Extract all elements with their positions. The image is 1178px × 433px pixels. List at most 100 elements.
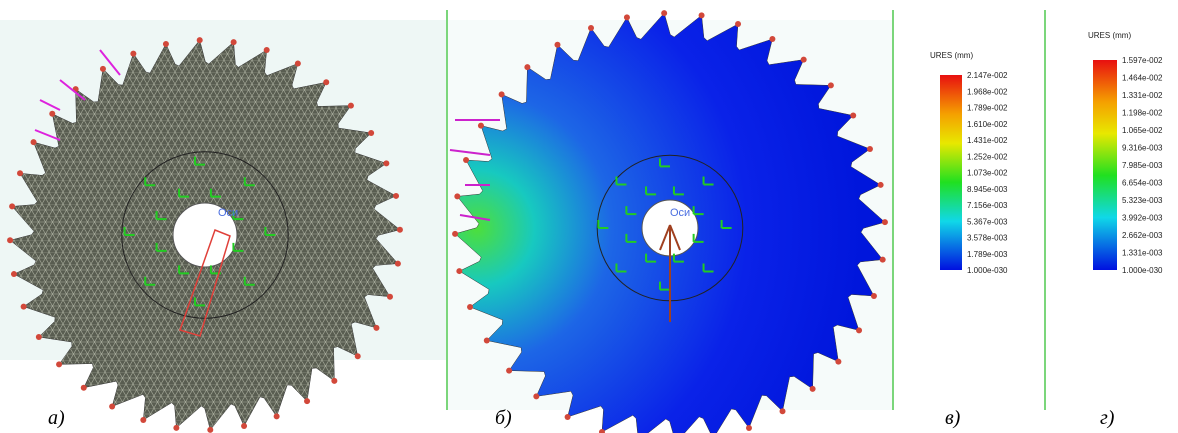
tooth-tip — [387, 294, 393, 300]
legend-label: 7.985e-003 — [1122, 161, 1163, 170]
tooth-tip — [463, 157, 469, 163]
caption: г) — [1100, 407, 1115, 429]
legend-label: 1.331e-003 — [1122, 249, 1163, 258]
legend-label: 7.156e-003 — [967, 201, 1008, 210]
tooth-tip — [735, 21, 741, 27]
tooth-tip — [274, 413, 280, 419]
caption: а) — [48, 407, 65, 429]
legend-label: 1.789e-003 — [967, 250, 1008, 259]
legend-label: 1.065e-002 — [1122, 126, 1163, 135]
legend-label: 6.654e-003 — [1122, 179, 1163, 188]
tooth-tip — [880, 257, 886, 263]
tooth-tip — [554, 42, 560, 48]
tooth-tip — [769, 36, 775, 42]
legend-label: 2.662e-003 — [1122, 231, 1163, 240]
caption: б) — [495, 407, 512, 429]
legend-label: 1.000e-030 — [1122, 266, 1163, 275]
tooth-tip — [140, 417, 146, 423]
tooth-tip — [323, 79, 329, 85]
tooth-tip — [506, 368, 512, 374]
tooth-tip — [109, 403, 115, 409]
legend-label: 3.992e-003 — [1122, 214, 1163, 223]
tooth-tip — [130, 51, 136, 57]
legend-label: 8.945e-003 — [967, 185, 1008, 194]
tooth-tip — [31, 139, 37, 145]
tooth-tip — [835, 359, 841, 365]
tooth-tip — [100, 66, 106, 72]
legend-label: 1.331e-002 — [1122, 91, 1163, 100]
color-bar — [1093, 60, 1117, 270]
figure: Оси Оси URES (mm) URES (mm) 2.147e-0021.… — [0, 0, 1178, 433]
legend-label: 3.578e-003 — [967, 234, 1008, 243]
tooth-tip — [348, 103, 354, 109]
tooth-tip — [368, 130, 374, 136]
tooth-tip — [467, 304, 473, 310]
tooth-tip — [264, 47, 270, 53]
tooth-tip — [49, 111, 55, 117]
tooth-tip — [856, 327, 862, 333]
tooth-tip — [810, 386, 816, 392]
legend-label: 1.000e-030 — [967, 266, 1008, 275]
legend-label: 1.968e-002 — [967, 87, 1008, 96]
legend-label: 1.073e-002 — [967, 169, 1008, 178]
tooth-tip — [17, 170, 23, 176]
tooth-tip — [295, 61, 301, 67]
tooth-tip — [21, 304, 27, 310]
axis-label: Оси — [670, 207, 690, 219]
tooth-tip — [163, 41, 169, 47]
tooth-tip — [393, 193, 399, 199]
tooth-tip — [173, 425, 179, 431]
tooth-tip — [395, 261, 401, 267]
tooth-tip — [454, 193, 460, 199]
tooth-tip — [780, 408, 786, 414]
tooth-tip — [373, 325, 379, 331]
color-bar — [940, 75, 962, 270]
legend-label: 1.597e-002 — [1122, 56, 1163, 65]
tooth-tip — [746, 425, 752, 431]
tooth-tip — [11, 271, 17, 277]
tooth-tip — [383, 160, 389, 166]
legend-label: 5.367e-003 — [967, 217, 1008, 226]
tooth-tip — [197, 37, 203, 43]
tooth-tip — [397, 227, 403, 233]
tooth-tip — [304, 398, 310, 404]
tooth-tip — [867, 146, 873, 152]
legend-label: 1.252e-002 — [967, 152, 1008, 161]
legend-label: 1.610e-002 — [967, 120, 1008, 129]
tooth-tip — [624, 14, 630, 20]
tooth-tip — [533, 393, 539, 399]
tooth-tip — [588, 25, 594, 31]
tooth-tip — [484, 338, 490, 344]
tooth-tip — [331, 378, 337, 384]
tooth-tip — [207, 427, 213, 433]
legend-label: 1.431e-002 — [967, 136, 1008, 145]
tooth-tip — [661, 10, 667, 16]
tooth-tip — [499, 91, 505, 97]
tooth-tip — [355, 353, 361, 359]
tooth-tip — [565, 414, 571, 420]
tooth-tip — [452, 231, 458, 237]
tooth-tip — [882, 219, 888, 225]
tooth-tip — [56, 361, 62, 367]
tooth-tip — [231, 39, 237, 45]
tooth-tip — [7, 237, 13, 243]
tooth-tip — [828, 82, 834, 88]
legend-label: 1.464e-002 — [1122, 74, 1163, 83]
tooth-tip — [456, 268, 462, 274]
tooth-tip — [850, 112, 856, 118]
tooth-tip — [871, 293, 877, 299]
tooth-tip — [801, 57, 807, 63]
tooth-tip — [478, 123, 484, 129]
legend-label: 2.147e-002 — [967, 71, 1008, 80]
legend-label: 1.789e-002 — [967, 104, 1008, 113]
legend-title: URES (mm) — [1088, 31, 1131, 40]
tooth-tip — [524, 64, 530, 70]
tooth-tip — [241, 423, 247, 429]
legend-label: 1.198e-002 — [1122, 109, 1163, 118]
tooth-tip — [9, 203, 15, 209]
legend-title: URES (mm) — [930, 51, 973, 60]
tooth-tip — [878, 182, 884, 188]
legend-label: 5.323e-003 — [1122, 196, 1163, 205]
tooth-tip — [81, 385, 87, 391]
tooth-tip — [699, 12, 705, 18]
